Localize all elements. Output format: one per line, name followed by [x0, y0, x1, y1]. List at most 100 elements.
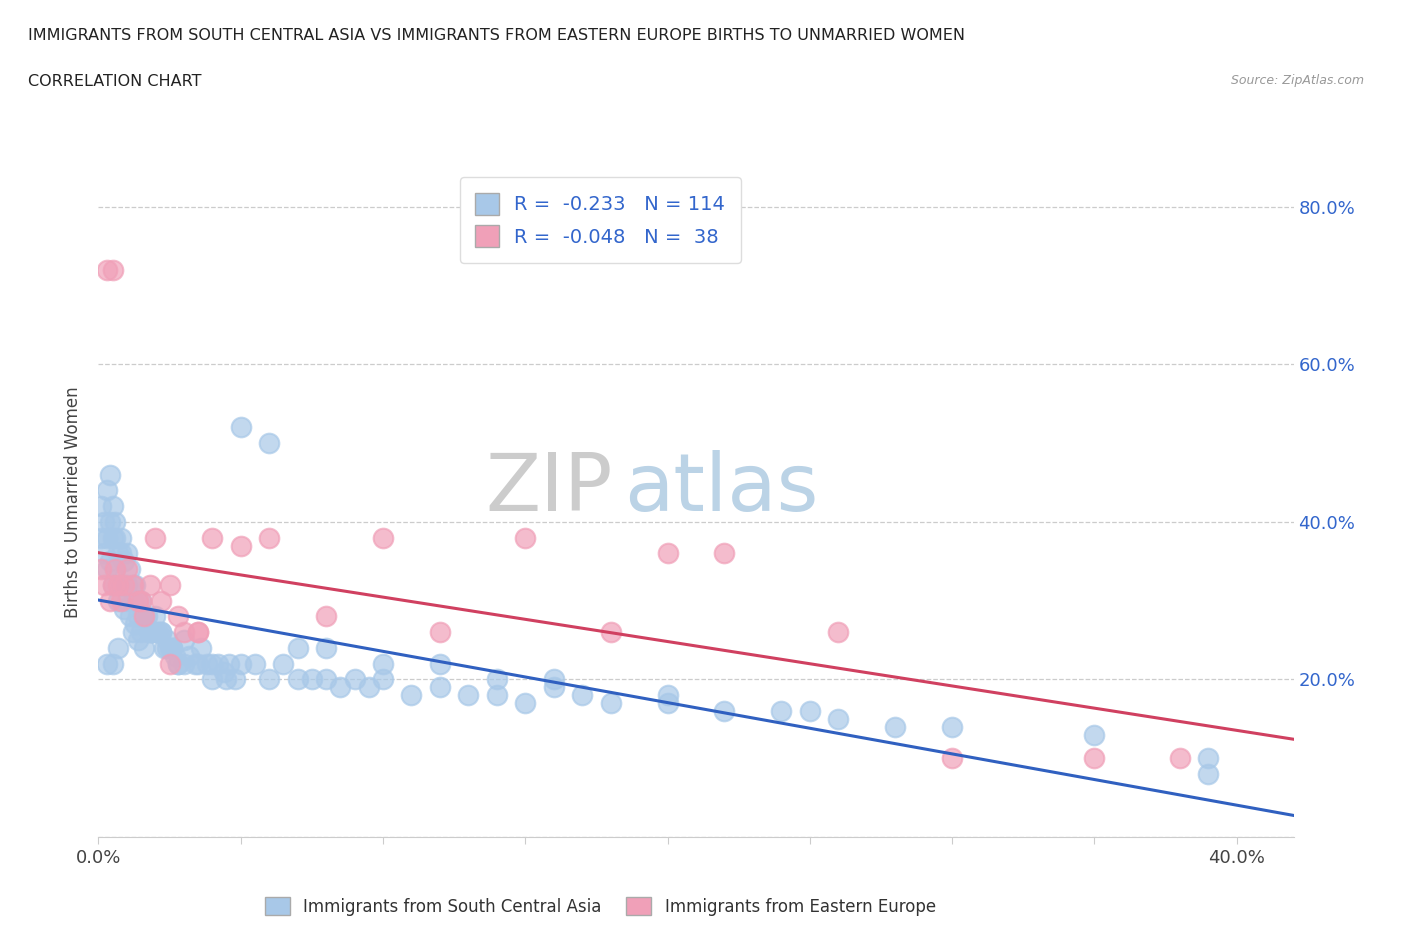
Point: [207, 657, 229, 671]
Point: [150, 625, 173, 640]
Point: [371, 530, 394, 545]
Point: [93, 514, 115, 529]
Point: [143, 625, 166, 640]
Point: [301, 672, 323, 687]
Point: [401, 688, 423, 703]
Point: [371, 672, 394, 687]
Point: [143, 530, 166, 545]
Point: [357, 680, 380, 695]
Point: [827, 625, 849, 640]
Point: [457, 688, 479, 703]
Point: [190, 641, 212, 656]
Point: [101, 530, 124, 545]
Point: [1083, 751, 1105, 765]
Point: [543, 672, 565, 687]
Point: [143, 609, 166, 624]
Point: [129, 593, 152, 608]
Point: [101, 657, 124, 671]
Point: [770, 703, 793, 718]
Point: [98, 554, 121, 569]
Point: [173, 657, 195, 671]
Point: [110, 593, 132, 608]
Point: [257, 435, 280, 450]
Point: [1083, 727, 1105, 742]
Point: [229, 420, 252, 435]
Point: [173, 632, 195, 647]
Point: [215, 672, 238, 687]
Point: [343, 672, 366, 687]
Point: [1197, 751, 1219, 765]
Point: [110, 546, 132, 561]
Point: [90, 530, 112, 545]
Point: [429, 680, 451, 695]
Point: [195, 657, 218, 671]
Point: [121, 578, 143, 592]
Point: [129, 625, 152, 640]
Point: [184, 657, 207, 671]
Point: [257, 672, 280, 687]
Point: [599, 625, 621, 640]
Point: [110, 578, 132, 592]
Point: [98, 593, 121, 608]
Point: [599, 696, 621, 711]
Point: [132, 609, 155, 624]
Point: [104, 514, 127, 529]
Point: [107, 641, 129, 656]
Point: [159, 641, 181, 656]
Point: [90, 562, 112, 577]
Point: [201, 672, 224, 687]
Point: [121, 593, 143, 608]
Point: [371, 657, 394, 671]
Point: [127, 632, 149, 647]
Point: [156, 641, 179, 656]
Point: [159, 578, 181, 592]
Point: [118, 609, 141, 624]
Point: [201, 530, 224, 545]
Point: [884, 719, 907, 734]
Point: [115, 593, 138, 608]
Point: [165, 648, 187, 663]
Legend: Immigrants from South Central Asia, Immigrants from Eastern Europe: Immigrants from South Central Asia, Immi…: [259, 890, 942, 923]
Text: ZIP: ZIP: [485, 450, 613, 528]
Point: [179, 648, 201, 663]
Point: [93, 546, 115, 561]
Point: [167, 657, 190, 671]
Point: [218, 657, 240, 671]
Point: [112, 578, 135, 592]
Point: [543, 680, 565, 695]
Point: [173, 625, 195, 640]
Point: [148, 625, 170, 640]
Point: [132, 609, 155, 624]
Point: [167, 609, 190, 624]
Point: [101, 498, 124, 513]
Point: [827, 711, 849, 726]
Point: [657, 696, 679, 711]
Text: CORRELATION CHART: CORRELATION CHART: [28, 74, 201, 89]
Point: [515, 696, 537, 711]
Point: [212, 664, 235, 679]
Point: [127, 593, 149, 608]
Point: [115, 578, 138, 592]
Point: [101, 262, 124, 277]
Point: [162, 641, 184, 656]
Point: [127, 609, 149, 624]
Point: [132, 609, 155, 624]
Point: [941, 751, 963, 765]
Point: [429, 657, 451, 671]
Point: [429, 625, 451, 640]
Point: [101, 578, 124, 592]
Point: [112, 601, 135, 616]
Text: atlas: atlas: [624, 450, 818, 528]
Point: [657, 546, 679, 561]
Point: [135, 609, 157, 624]
Point: [110, 530, 132, 545]
Point: [287, 641, 309, 656]
Point: [229, 538, 252, 553]
Point: [132, 641, 155, 656]
Point: [273, 657, 295, 671]
Point: [90, 498, 112, 513]
Point: [107, 578, 129, 592]
Point: [104, 562, 127, 577]
Point: [571, 688, 593, 703]
Point: [485, 672, 508, 687]
